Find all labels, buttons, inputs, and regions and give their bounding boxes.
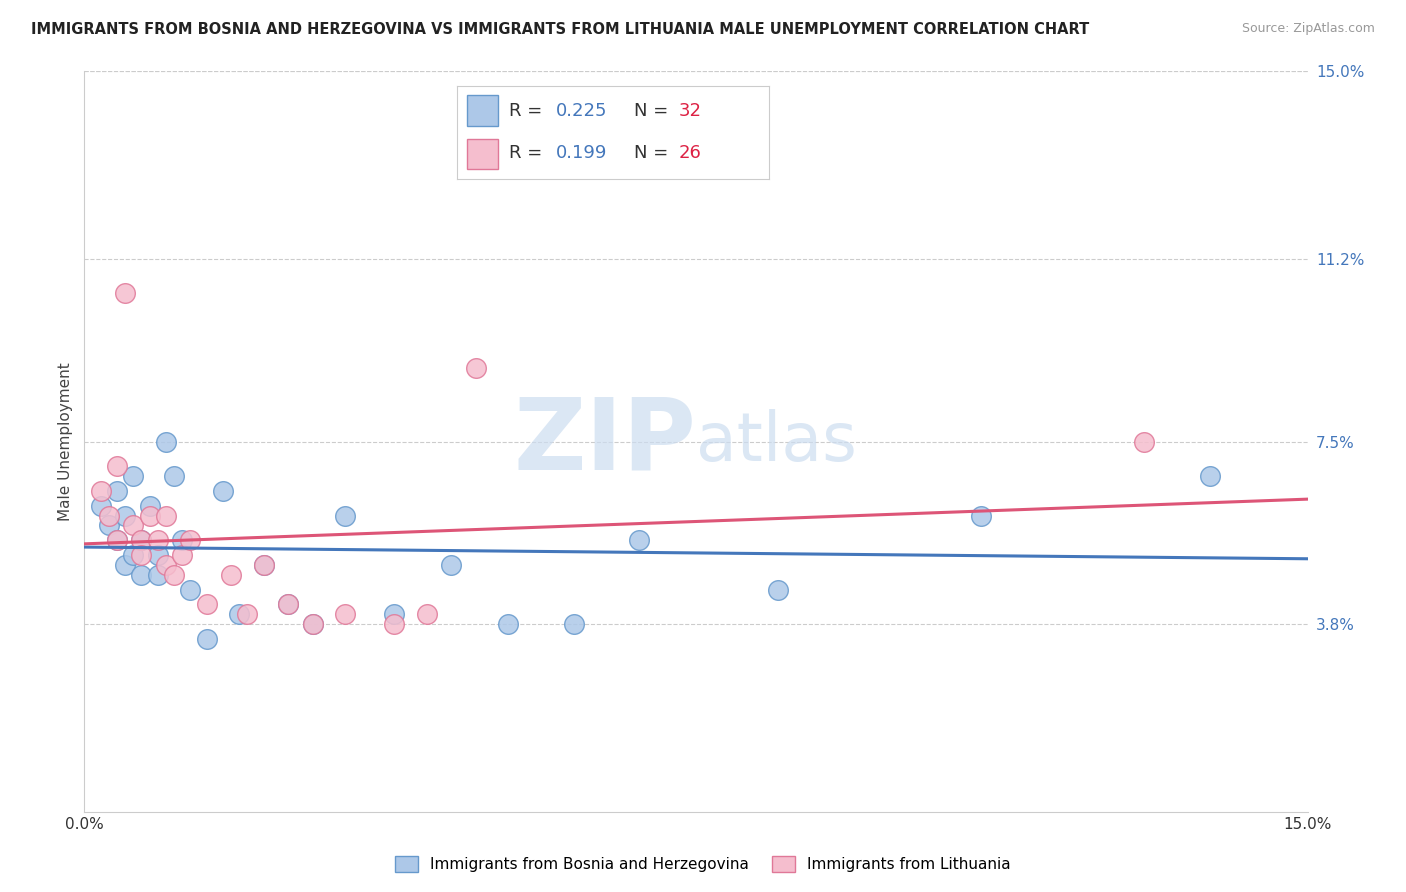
Point [335,607,357,622]
Point [277,598,299,612]
Point [195,632,218,646]
Point [114,508,136,523]
Point [163,567,186,582]
Point [766,582,789,597]
Point [277,598,299,612]
Point [146,533,169,548]
Point [382,617,405,632]
Point [122,548,145,562]
Point [90,499,112,513]
Point [1198,469,1220,483]
Point [228,607,250,622]
Point [172,548,194,562]
Legend: Immigrants from Bosnia and Herzegovina, Immigrants from Lithuania: Immigrants from Bosnia and Herzegovina, … [388,848,1018,880]
Point [1133,434,1156,449]
Point [253,558,276,572]
Point [131,548,153,562]
Point [440,558,463,572]
Point [253,558,276,572]
Point [382,607,405,622]
Point [131,533,153,548]
Point [179,582,201,597]
Point [146,548,169,562]
Point [464,360,486,375]
Point [97,508,120,523]
Point [172,533,194,548]
Y-axis label: Male Unemployment: Male Unemployment [58,362,73,521]
Point [155,434,177,449]
Text: ZIP: ZIP [513,393,696,490]
Point [301,617,323,632]
Text: Source: ZipAtlas.com: Source: ZipAtlas.com [1241,22,1375,36]
Point [163,469,186,483]
Text: IMMIGRANTS FROM BOSNIA AND HERZEGOVINA VS IMMIGRANTS FROM LITHUANIA MALE UNEMPLO: IMMIGRANTS FROM BOSNIA AND HERZEGOVINA V… [31,22,1090,37]
Point [114,558,136,572]
Point [970,508,993,523]
Point [105,533,128,548]
Point [138,499,160,513]
Point [179,533,201,548]
Point [627,533,650,548]
Text: atlas: atlas [696,409,856,475]
Point [138,508,160,523]
Point [131,567,153,582]
Point [122,518,145,533]
Point [155,508,177,523]
Point [122,469,145,483]
Point [105,533,128,548]
Point [155,558,177,572]
Point [416,607,439,622]
Point [105,459,128,474]
Point [335,508,357,523]
Point [114,286,136,301]
Point [212,483,235,498]
Point [301,617,323,632]
Point [236,607,259,622]
Point [131,533,153,548]
Point [90,483,112,498]
Point [146,567,169,582]
Point [219,567,242,582]
Point [97,518,120,533]
Point [562,617,585,632]
Point [105,483,128,498]
Point [498,617,520,632]
Point [195,598,218,612]
